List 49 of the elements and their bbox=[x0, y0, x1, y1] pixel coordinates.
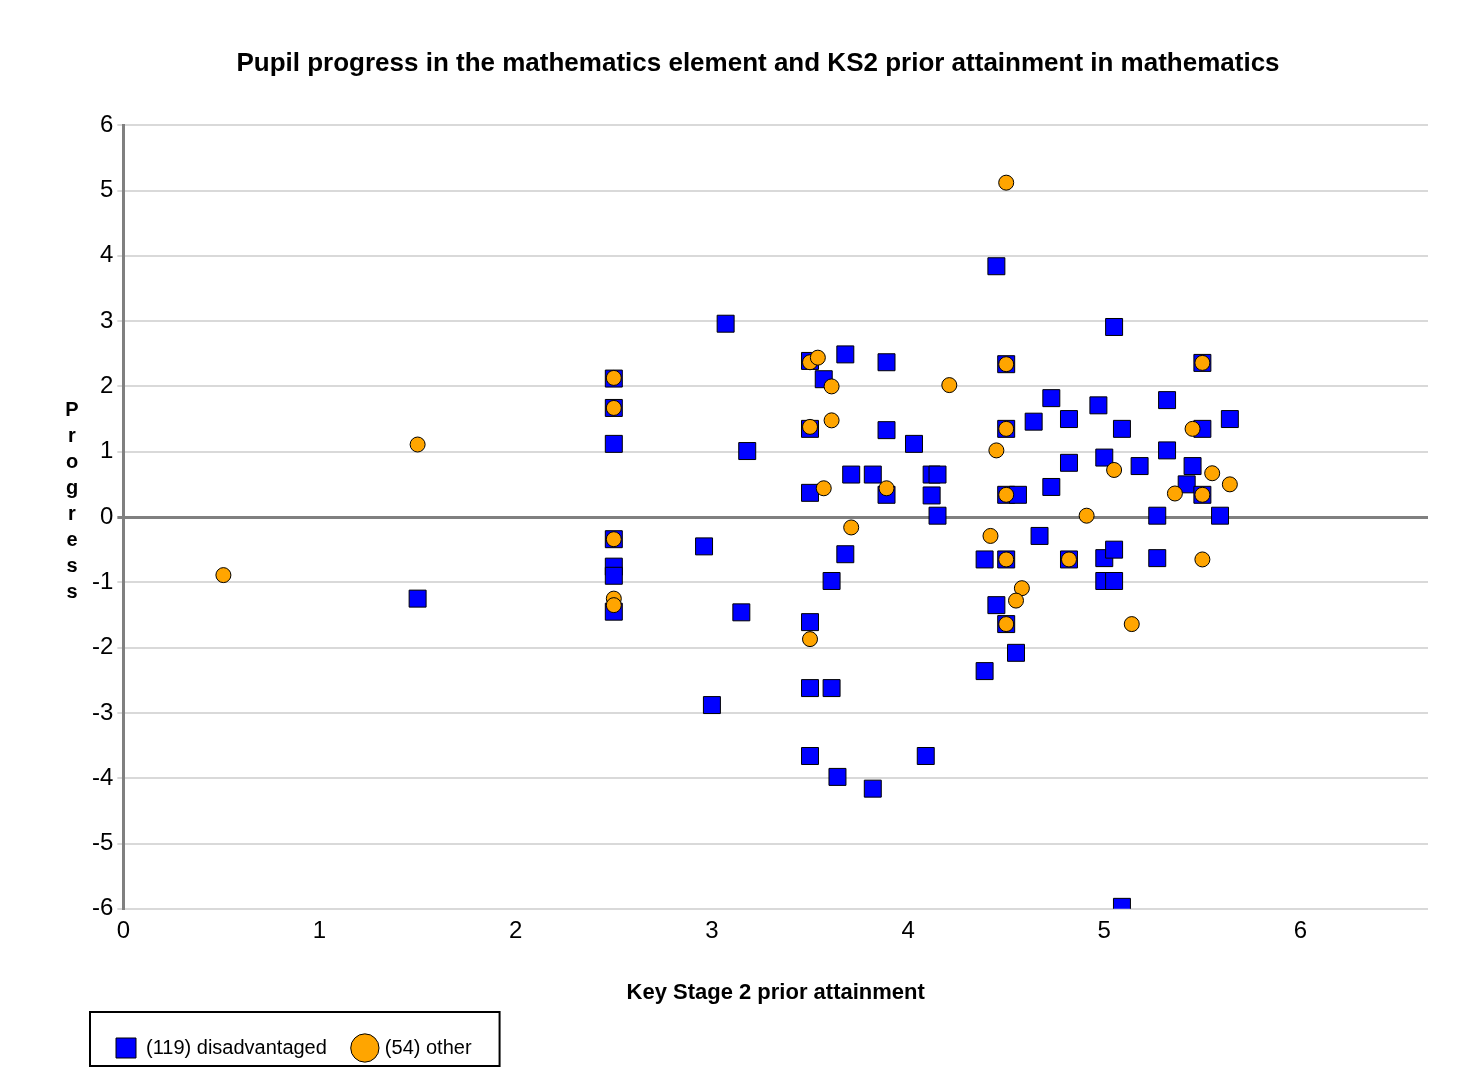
y-tick-label: -1 bbox=[92, 566, 114, 594]
y-tick-label: 4 bbox=[99, 240, 114, 268]
y-tick-label: -5 bbox=[92, 828, 114, 856]
point bbox=[878, 480, 895, 497]
chart-title: Pupil progress in the mathematics element and KS2 prior attainment in mathematics bbox=[236, 46, 1280, 77]
point bbox=[982, 527, 999, 544]
point bbox=[823, 378, 840, 395]
y-tick-label: 1 bbox=[99, 436, 114, 464]
x-tick-label: 2 bbox=[509, 915, 523, 943]
point bbox=[1184, 420, 1201, 437]
y-tick-label: 2 bbox=[99, 371, 114, 399]
point bbox=[1013, 580, 1030, 597]
point bbox=[1204, 465, 1221, 482]
point bbox=[809, 349, 826, 366]
x-tick-label: 4 bbox=[901, 915, 915, 943]
y-tick-label: -6 bbox=[92, 893, 114, 921]
y-tick-label: 6 bbox=[99, 109, 114, 137]
point bbox=[998, 174, 1015, 191]
point bbox=[1166, 485, 1183, 502]
legend-label: (54) other bbox=[384, 1035, 472, 1058]
point bbox=[988, 442, 1005, 459]
x-tick-label: 0 bbox=[116, 915, 131, 943]
x-tick-label: 5 bbox=[1097, 915, 1111, 943]
y-tick-label: -4 bbox=[92, 762, 114, 790]
point bbox=[1221, 476, 1238, 493]
point bbox=[1194, 551, 1211, 568]
point bbox=[409, 436, 426, 453]
y-tick-label: 5 bbox=[99, 175, 114, 203]
y-axis-title: Progress bbox=[60, 398, 83, 606]
point bbox=[941, 377, 958, 394]
point bbox=[815, 480, 832, 497]
point bbox=[1078, 507, 1095, 524]
point bbox=[802, 631, 818, 648]
y-tick-label: -3 bbox=[92, 697, 114, 725]
point bbox=[1008, 592, 1024, 609]
point bbox=[1123, 616, 1140, 633]
point bbox=[1106, 461, 1123, 478]
x-axis-title: Key Stage 2 prior attainment bbox=[626, 978, 926, 1004]
legend-label: (119) disadvantaged bbox=[146, 1035, 327, 1058]
point bbox=[605, 597, 622, 614]
y-tick-label: -2 bbox=[92, 632, 114, 660]
y-tick-label: 0 bbox=[99, 501, 114, 529]
point bbox=[823, 412, 840, 429]
x-tick-label: 3 bbox=[705, 915, 719, 943]
point bbox=[843, 519, 860, 536]
x-tick-label: 1 bbox=[312, 915, 327, 943]
y-tick-label: 3 bbox=[99, 305, 114, 333]
x-tick-label: 6 bbox=[1293, 915, 1308, 943]
point bbox=[215, 567, 232, 584]
